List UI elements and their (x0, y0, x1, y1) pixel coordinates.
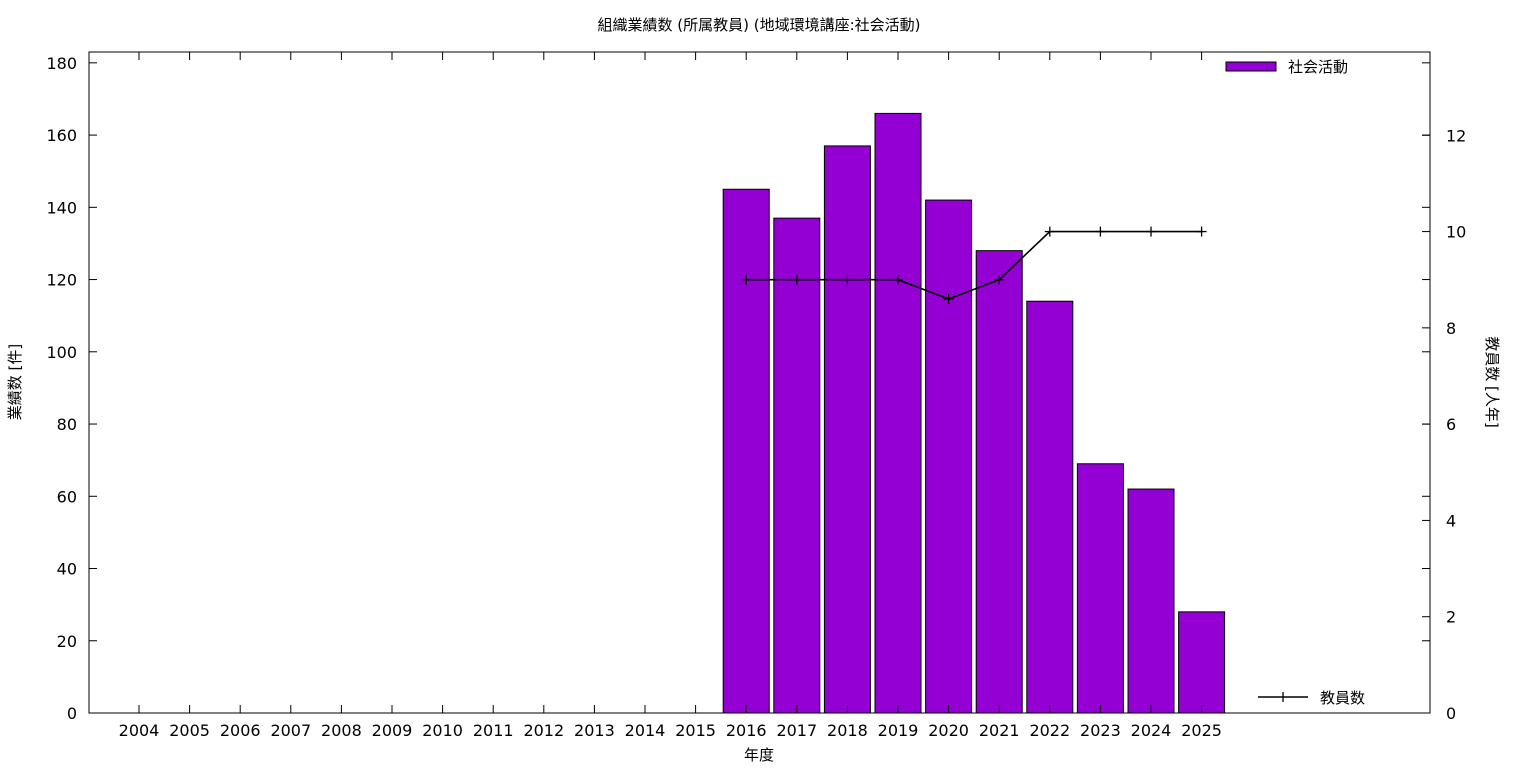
bar-2019 (874, 112, 922, 714)
x-tick-label-2019: 2019 (878, 721, 919, 740)
x-tick-label-2010: 2010 (422, 721, 463, 740)
y-tick-label-160: 160 (46, 126, 77, 145)
y-tick-label-120: 120 (46, 271, 77, 290)
x-tick-label-2012: 2012 (523, 721, 564, 740)
x-tick-label-2008: 2008 (321, 721, 362, 740)
x-tick-label-2014: 2014 (625, 721, 666, 740)
legend-line-label: 教員数 (1320, 689, 1365, 707)
y-tick-label-60: 60 (57, 487, 77, 506)
y-tick-label-180: 180 (46, 54, 77, 73)
x-tick-label-2015: 2015 (675, 721, 716, 740)
line-series-teachers (746, 230, 1202, 300)
y-tick-label-140: 140 (46, 198, 77, 217)
y-axis-label: 業績数 [件] (6, 344, 24, 420)
y-tick-label-40: 40 (57, 560, 77, 579)
x-tick-label-2011: 2011 (473, 721, 514, 740)
y2-tick-label-2: 2 (1446, 608, 1456, 627)
x-tick-label-2024: 2024 (1131, 721, 1172, 740)
x-tick-label-2023: 2023 (1080, 721, 1121, 740)
x-tick-label-2016: 2016 (726, 721, 767, 740)
x-tick-label-2017: 2017 (776, 721, 817, 740)
x-tick-label-2004: 2004 (119, 721, 160, 740)
x-tick-label-2006: 2006 (220, 721, 261, 740)
bar-2025 (1178, 611, 1226, 714)
y2-tick-label-0: 0 (1446, 704, 1456, 723)
y2-tick-label-10: 10 (1446, 223, 1466, 242)
x-tick-label-2009: 2009 (372, 721, 413, 740)
x-axis-label: 年度 (744, 746, 774, 764)
bar-2017 (773, 217, 821, 714)
legend-bar-label: 社会活動 (1288, 58, 1348, 76)
y-tick-label-80: 80 (57, 415, 77, 434)
y-tick-label-0: 0 (67, 704, 77, 723)
x-tick-label-2020: 2020 (928, 721, 969, 740)
x-tick-label-2025: 2025 (1181, 721, 1222, 740)
bar-2024 (1127, 488, 1175, 714)
y2-tick-label-8: 8 (1446, 319, 1456, 338)
y-tick-label-20: 20 (57, 632, 77, 651)
y2-tick-label-6: 6 (1446, 415, 1456, 434)
bar-2016 (722, 188, 770, 714)
plot-frame (88, 51, 1431, 714)
y2-tick-label-4: 4 (1446, 511, 1456, 530)
x-tick-label-2005: 2005 (169, 721, 210, 740)
bar-2018 (823, 145, 871, 714)
legend-bar-swatch (1225, 61, 1277, 72)
y2-tick-label-12: 12 (1446, 126, 1466, 145)
x-tick-label-2018: 2018 (827, 721, 868, 740)
bar-2023 (1076, 463, 1124, 714)
y2-axis-label: 教員数 [人年] (1483, 336, 1501, 427)
chart-title: 組織業績数 (所属教員) (地域環境講座:社会活動) (597, 16, 920, 34)
x-tick-label-2007: 2007 (270, 721, 311, 740)
y-tick-label-100: 100 (46, 343, 77, 362)
x-tick-label-2021: 2021 (979, 721, 1020, 740)
x-tick-label-2013: 2013 (574, 721, 615, 740)
x-tick-label-2022: 2022 (1029, 721, 1070, 740)
bar-2020 (925, 199, 973, 714)
bar-2022 (1026, 300, 1074, 714)
bar-2021 (975, 250, 1023, 714)
